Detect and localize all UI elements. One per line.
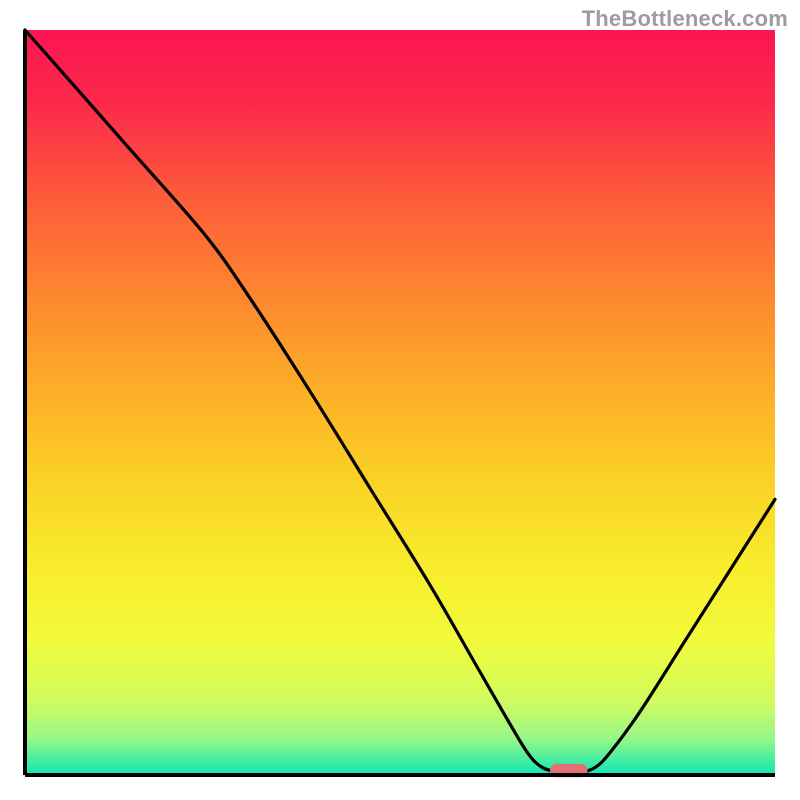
bottleneck-chart <box>0 0 800 800</box>
watermark-text: TheBottleneck.com <box>582 6 788 32</box>
chart-container: TheBottleneck.com <box>0 0 800 800</box>
gradient-background <box>25 30 775 775</box>
